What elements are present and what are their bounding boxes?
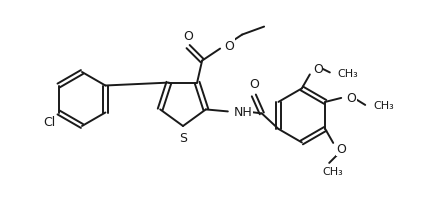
Text: O: O xyxy=(313,63,323,76)
Text: O: O xyxy=(346,92,356,105)
Text: CH₃: CH₃ xyxy=(338,69,359,79)
Text: Cl: Cl xyxy=(43,116,56,129)
Text: O: O xyxy=(336,143,346,156)
Text: CH₃: CH₃ xyxy=(323,166,343,176)
Text: O: O xyxy=(224,40,234,53)
Text: O: O xyxy=(249,78,259,91)
Text: CH₃: CH₃ xyxy=(373,100,394,110)
Text: O: O xyxy=(183,29,193,42)
Text: S: S xyxy=(179,131,187,144)
Text: NH: NH xyxy=(234,105,253,118)
